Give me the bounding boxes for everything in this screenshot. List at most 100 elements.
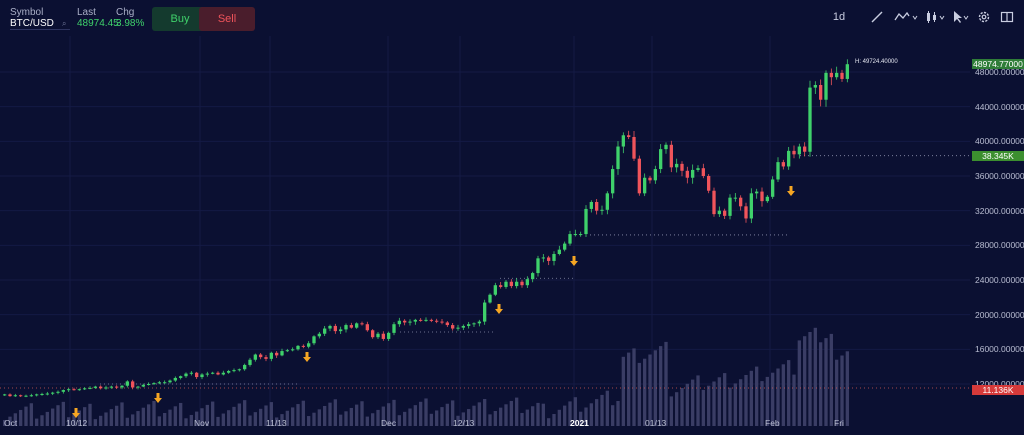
candle [104,387,108,389]
volume-bar [232,406,236,426]
volume-bar [413,405,417,426]
candle [83,388,87,390]
volume-bar [365,416,369,426]
x-tick-label: Dec [381,418,397,428]
candle [776,162,780,180]
cursor-icon[interactable] [950,8,972,26]
candle [760,191,764,202]
candle [307,343,311,347]
volume-bar [131,414,135,426]
search-icon[interactable]: ⌕ [62,19,67,28]
candle [216,372,220,375]
candle [627,135,631,137]
candle [243,364,247,370]
candle [323,328,327,334]
volume-bar [216,416,220,426]
volume-bar [333,399,337,426]
candle [259,354,263,358]
volume-bar [728,387,732,426]
volume-bar [456,415,460,426]
candle [109,386,113,388]
volume-bar [552,414,556,426]
y-tick-label: 28000.00000 [975,240,1024,251]
candle [616,146,620,170]
candle [77,389,81,391]
volume-bar [8,416,12,426]
y-tick-label: 44000.00000 [975,101,1024,112]
price-chart[interactable] [0,36,1024,435]
candle [360,323,364,325]
volume-bar [248,415,252,426]
candle [440,321,444,323]
volume-tag: 11.136K [972,385,1024,395]
candle [19,395,23,397]
x-tick-label: 12/13 [453,418,475,428]
candle [445,322,449,326]
candle [509,281,513,287]
candle [163,382,167,384]
candle [712,190,716,215]
candle [269,352,273,359]
x-tick-label: Nov [194,418,210,428]
volume-bar [13,413,17,426]
volume-bar [632,348,636,426]
volume-bar [440,407,444,426]
candle [664,144,668,150]
gear-icon[interactable] [975,8,993,26]
candle [451,325,455,329]
volume-bar [339,414,343,426]
down-arrow-icon [570,256,578,266]
down-arrow-icon [72,408,80,418]
volume-bar [531,406,535,426]
volume-bar [808,332,812,426]
volume-bar [787,360,791,426]
symbol-value[interactable]: BTC/USD [10,18,54,29]
candle [531,273,535,280]
sell-button[interactable]: Sell [199,7,255,31]
layout-icon[interactable] [998,8,1016,26]
volume-bar [88,403,92,426]
candle [525,279,529,286]
volume-bar [691,379,695,426]
volume-bar [744,375,748,426]
chart-type-icon[interactable] [924,8,948,26]
candle [8,394,12,397]
indicators-icon[interactable] [892,8,922,26]
volume-bar [29,403,33,426]
x-tick-label: Oct [4,418,18,428]
candle [605,193,609,210]
candle [696,168,700,170]
candle [813,85,817,88]
candle [552,254,556,261]
volume-bar [195,411,199,426]
buy-button[interactable]: Buy [152,7,208,31]
candle [493,285,497,295]
candle [557,249,561,254]
volume-bar [99,415,103,426]
volume-bar [813,327,817,426]
candle [749,193,753,219]
volume-bar [349,407,353,426]
volume-bar [419,401,423,426]
volume-bar [461,412,465,426]
volume-bar [77,410,81,426]
volume-bar [269,402,273,426]
candle [707,176,711,191]
volume-bar [792,374,796,426]
volume-bar [301,400,305,426]
candle [637,158,641,194]
last-price-tag: 48974.77000 [972,59,1024,69]
volume-bar [515,397,519,426]
indicator-tag: 38.345K [972,151,1024,161]
candle [120,385,124,388]
volume-bar [568,401,572,426]
candle [179,376,183,378]
volume-bar [109,409,113,426]
interval-selector[interactable]: 1d [832,11,846,23]
candle [29,395,33,397]
volume-bar [536,402,540,426]
volume-bar [253,412,257,426]
line-tool-icon[interactable] [868,8,886,26]
down-arrow-icon [154,393,162,403]
volume-bar [557,409,561,426]
